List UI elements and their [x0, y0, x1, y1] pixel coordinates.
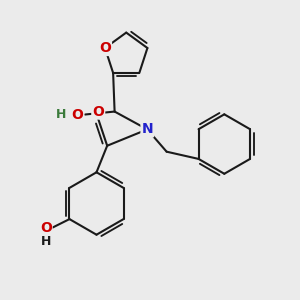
Text: N: N: [142, 122, 153, 136]
Text: H: H: [56, 108, 66, 121]
Text: O: O: [99, 41, 111, 55]
Text: H: H: [40, 235, 51, 248]
Text: O: O: [40, 221, 52, 235]
Text: O: O: [92, 105, 104, 118]
Text: O: O: [71, 107, 83, 122]
